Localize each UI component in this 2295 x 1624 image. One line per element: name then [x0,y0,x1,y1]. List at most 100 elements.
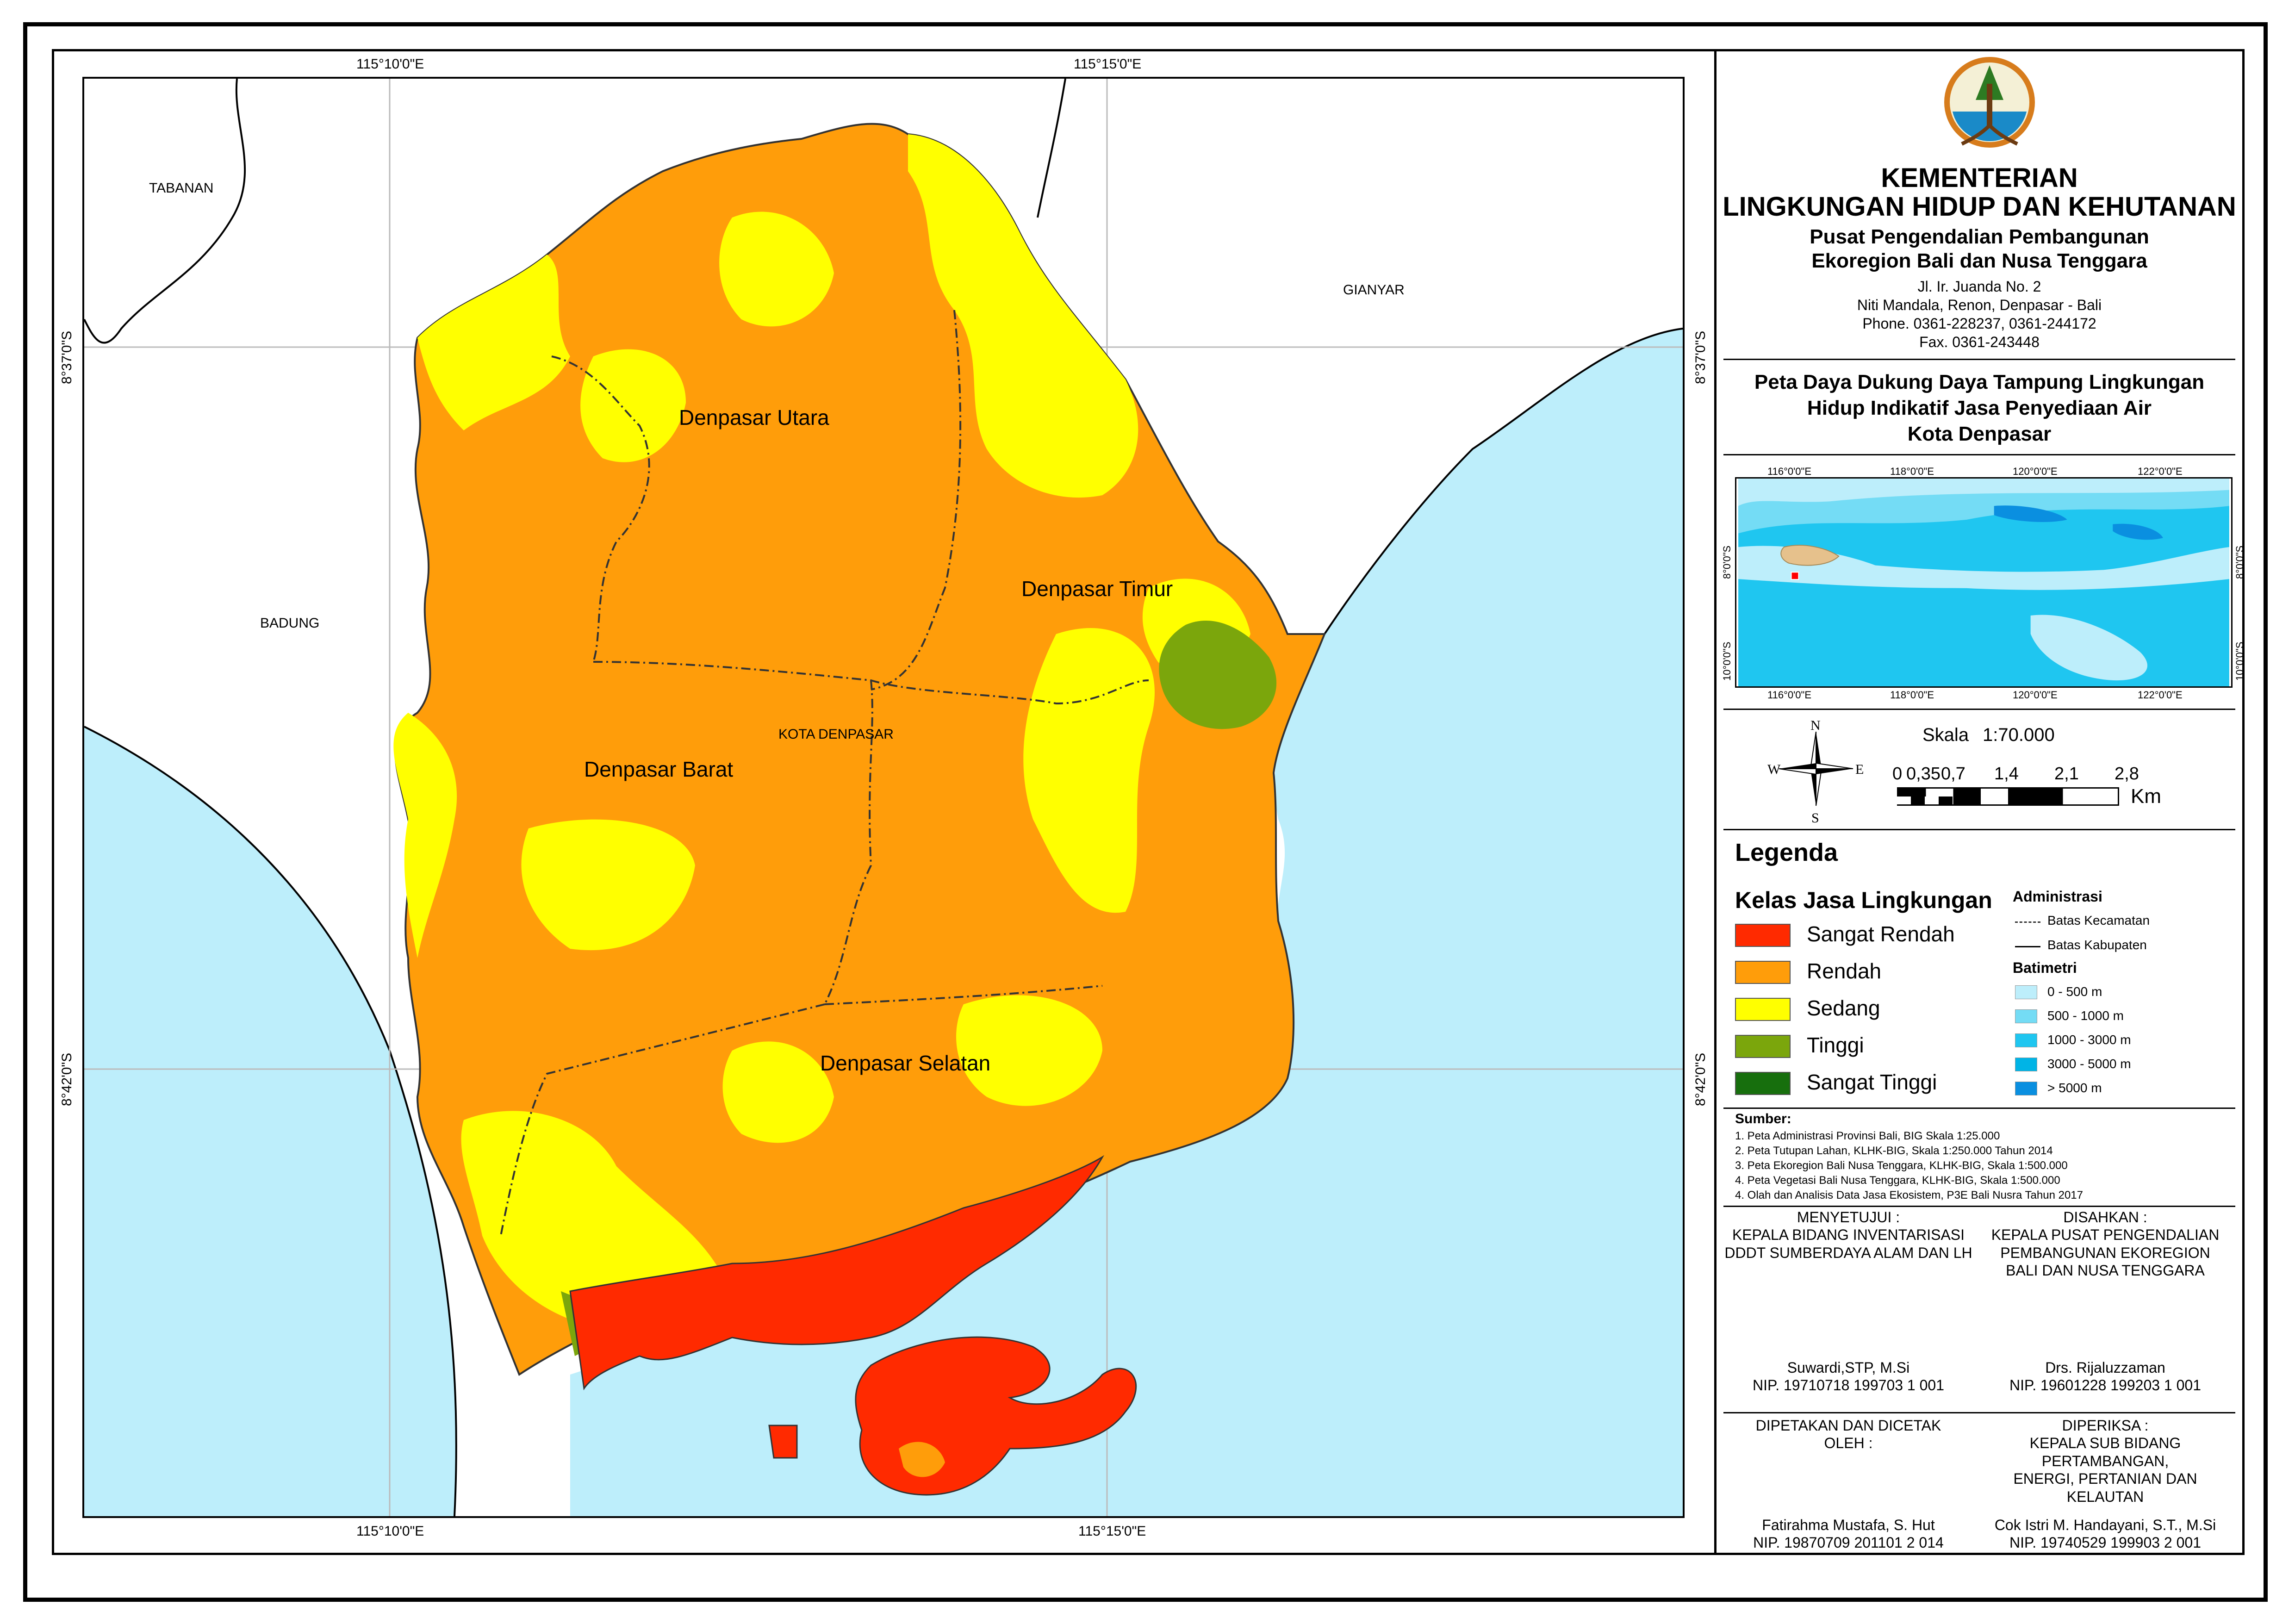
sig-left-top-name: Suwardi,STP, M.Si NIP. 19710718 199703 1… [1723,1359,1973,1394]
compass-s: S [1811,810,1819,826]
label-denpasar-barat: Denpasar Barat [584,757,734,781]
grid-label-right-2: 8°42'0"S [1693,1052,1708,1106]
sea-west [84,727,456,1516]
inset-tick-top-3: 120°0'0"E [2013,466,2058,477]
scale-label: Skala [1922,725,1969,745]
source-item-3: 3. Peta Ekoregion Bali Nusa Tenggara, KL… [1735,1159,2068,1172]
label-denpasar-selatan: Denpasar Selatan [820,1051,991,1075]
inset-tick-bottom-2: 118°0'0"E [1890,689,1934,701]
map-frame [52,49,1717,1555]
divider [1723,1206,2235,1207]
address-line2: Niti Mandala, Renon, Denpasar - Bali [1857,297,2102,313]
divider [1723,454,2235,455]
legend-swatch-tinggi [1735,1035,1791,1058]
divider [1723,1412,2235,1413]
legend-bati-5: > 5000 m [2047,1081,2102,1095]
sig-role: DISAHKAN : [2063,1209,2147,1226]
divider [1723,1108,2235,1109]
legend-swatch-sangat-tinggi [1735,1072,1791,1095]
ministry-line1: KEMENTERIAN [1881,163,2078,193]
source-item-5: 4. Olah dan Analisis Data Jasa Ekosistem… [1735,1189,2083,1201]
label-gianyar: GIANYAR [1343,282,1405,298]
source-item-2: 2. Peta Tutupan Lahan, KLHK-BIG, Skala 1… [1735,1145,2053,1157]
north-arrow-icon [1779,731,1853,806]
source-item-1: 1. Peta Administrasi Provinsi Bali, BIG … [1735,1130,2000,1142]
sig-right-bottom-name: Cok Istri M. Handayani, S.T., M.Si NIP. … [1976,1516,2235,1552]
phone-line: Phone. 0361-228237, 0361-244172 [1862,315,2096,332]
serangan-rendah [899,1442,945,1477]
grid-label-top-1: 115°10'0"E [356,56,424,72]
label-denpasar-utara: Denpasar Utara [679,405,829,429]
legend-classes-title: Kelas Jasa Lingkungan [1735,887,1992,913]
scale-tick-0: 0 [1892,764,1903,784]
legend-bati-2: 500 - 1000 m [2047,1008,2124,1023]
sig-role: KEPALA PUSAT PENGENDALIAN [1991,1226,2220,1244]
label-tabanan: TABANAN [149,180,214,196]
sig-right-bottom: DIPERIKSA : KEPALA SUB BIDANG PERTAMBANG… [1976,1417,2235,1506]
grid-label-left-2: 8°42'0"S [59,1052,75,1106]
sig-role: OLEH : [1824,1435,1873,1452]
legend-bati-swatch-1 [2015,985,2037,999]
sig-role: DDDT SUMBERDAYA ALAM DAN LH [1724,1244,1972,1261]
inset-map[interactable] [1735,477,2233,688]
inset-tick-bottom-3: 120°0'0"E [2013,689,2058,701]
center-line1: Pusat Pengendalian Pembangunan [1810,225,2149,248]
inset-tick-top-2: 118°0'0"E [1890,466,1934,477]
legend-bati-1: 0 - 500 m [2047,984,2102,999]
sig-role: MENYETUJUI : [1797,1209,1900,1226]
tinggi-patch [1159,620,1277,729]
sig-role: DIPERIKSA : [2062,1417,2149,1434]
sig-role: DIPETAKAN DAN DICETAK [1755,1417,1941,1434]
grid-label-left-1: 8°37'0"S [59,330,75,384]
inset-tick-top-1: 116°0'0"E [1767,466,1812,477]
sig-role: KEPALA BIDANG INVENTARISASI [1732,1226,1965,1244]
legend-swatch-sedang [1735,998,1791,1021]
inset-tick-left-2: 10°0'0"S [1721,641,1733,681]
sig-role: PEMBANGUNAN EKOREGION [2000,1244,2210,1261]
divider [1723,829,2235,830]
sig-nip: NIP. 19601228 199203 1 001 [2009,1377,2201,1394]
legend-admin-kabupaten: Batas Kabupaten [2047,938,2147,952]
sig-right-top-name: Drs. Rijaluzzaman NIP. 19601228 199203 1… [1976,1359,2235,1394]
legend-bati-4: 3000 - 5000 m [2047,1057,2131,1071]
sig-left-bottom: DIPETAKAN DAN DICETAK OLEH : [1723,1417,1973,1452]
legend-line-kecamatan [2015,921,2040,923]
inset-tick-top-4: 122°0'0"E [2138,466,2183,477]
divider [1723,359,2235,360]
inset-tick-bottom-4: 122°0'0"E [2138,689,2183,701]
scale-bar-offset [1897,796,1953,804]
legend-admin-kecamatan: Batas Kecamatan [2047,913,2150,927]
grid-label-bottom-2: 115°15'0"E [1078,1524,1146,1539]
map-title-line1: Peta Daya Dukung Daya Tampung Lingkungan [1754,371,2205,393]
inset-svg [1738,479,2229,686]
source-item-4: 4. Peta Vegetasi Bali Nusa Tenggara, KLH… [1735,1174,2060,1187]
inset-tick-right-1: 8°0'0"S [2234,545,2245,579]
legend-admin-title: Administrasi [2013,888,2102,905]
center-line2: Ekoregion Bali dan Nusa Tenggara [1811,249,2147,272]
coast-north-road [1037,79,1066,218]
legend-label-sangat-tinggi: Sangat Tinggi [1807,1070,1937,1094]
inset-tick-left-1: 8°0'0"S [1721,545,1733,579]
scale-ratio: 1:70.000 [1983,725,2055,745]
sig-name: Drs. Rijaluzzaman [2045,1359,2165,1376]
grid-label-top-2: 115°15'0"E [1074,56,1142,72]
scale-tick-5: 2,8 [2115,764,2139,784]
sig-nip: NIP. 19740529 199903 2 001 [2009,1534,2201,1551]
sig-name: Fatirahma Mustafa, S. Hut [1762,1517,1935,1533]
map-canvas[interactable]: TABANAN GIANYAR BADUNG KOTA DENPASAR Den… [82,77,1685,1518]
scale-tick-1: 0,35 [1906,764,1940,784]
inset-tick-right-2: 10°0'0"S [2234,641,2245,681]
klhk-logo-icon [1944,57,2035,148]
side-panel: KEMENTERIAN LINGKUNGAN HIDUP DAN KEHUTAN… [1717,49,2245,1555]
outer-frame [23,22,2268,1602]
sig-name: Cok Istri M. Handayani, S.T., M.Si [1994,1517,2216,1533]
legend-label-sedang: Sedang [1807,996,1880,1020]
compass-n: N [1810,718,1821,733]
address-line1: Jl. Ir. Juanda No. 2 [1917,278,2041,295]
label-badung: BADUNG [260,616,320,631]
grid-label-right-1: 8°37'0"S [1693,330,1708,384]
label-kota-denpasar: KOTA DENPASAR [778,727,894,742]
map-title-line2: Hidup Indikatif Jasa Penyediaan Air [1807,397,2152,419]
sig-role: KEPALA SUB BIDANG PERTAMBANGAN, [2029,1435,2181,1469]
map-svg [84,79,1683,1516]
